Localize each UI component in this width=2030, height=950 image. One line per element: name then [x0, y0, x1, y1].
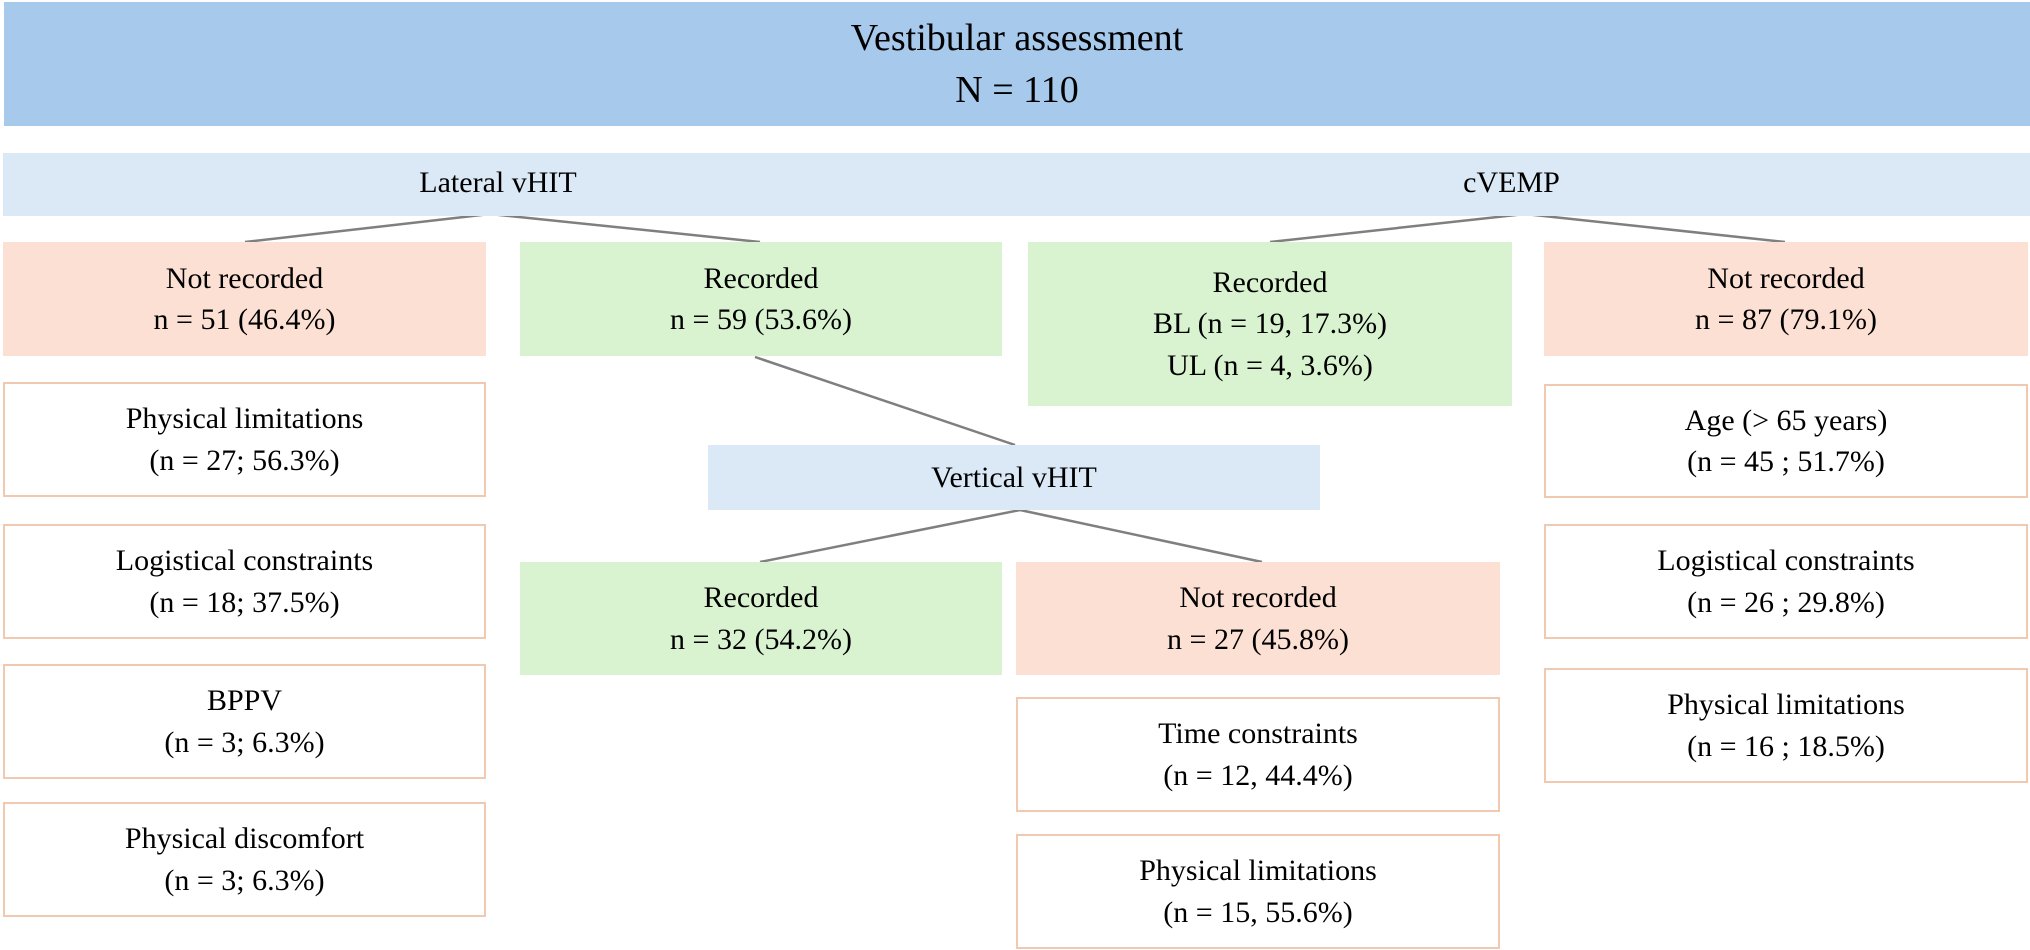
lateral-reason-box: BPPV (n = 3; 6.3%) [3, 664, 486, 779]
lateral-not-recorded-count: n = 51 (46.4%) [153, 303, 336, 336]
lateral-recorded-box: Recorded n = 59 (53.6%) [520, 242, 1002, 356]
reason-label: Physical discomfort [124, 822, 365, 856]
reason-label: Logistical constraints [1657, 544, 1915, 578]
connector-lateral-recorded [489, 212, 761, 244]
connector-lateral-to-vertical [754, 355, 1016, 447]
vertical-vhit-title: Vertical vHIT [931, 460, 1097, 494]
cvemp-recorded-box: Recorded BL (n = 19, 17.3%) UL (n = 4, 3… [1028, 242, 1512, 406]
reason-label: Physical limitations [1667, 688, 1905, 722]
header-box: Vestibular assessment N = 110 [4, 2, 2030, 126]
connector-vertical-recorded [759, 508, 1021, 564]
reason-count: (n = 27; 56.3%) [149, 443, 340, 477]
reason-count: (n = 18; 37.5%) [149, 585, 340, 619]
reason-label: Physical limitations [1139, 854, 1377, 888]
lateral-vhit-section: Lateral vHIT [3, 153, 993, 216]
reason-label: Physical limitations [125, 402, 364, 436]
cvemp-reason-box: Age (> 65 years) (n = 45 ; 51.7%) [1544, 384, 2028, 498]
vertical-not-recorded-count: n = 27 (45.8%) [1167, 622, 1349, 656]
cvemp-recorded-bl: BL (n = 19, 17.3%) [1152, 307, 1388, 341]
vertical-recorded-box: Recorded n = 32 (54.2%) [520, 562, 1002, 675]
reason-count: (n = 3; 6.3%) [164, 863, 325, 897]
vertical-vhit-section: Vertical vHIT [708, 445, 1320, 510]
connector-vertical-not-recorded [1019, 508, 1263, 564]
vertical-recorded-label: Recorded [703, 581, 819, 615]
vertical-reason-box: Time constraints (n = 12, 44.4%) [1016, 697, 1500, 812]
lateral-recorded-count: n = 59 (53.6%) [670, 303, 852, 336]
reason-label: Time constraints [1158, 717, 1358, 751]
cvemp-not-recorded-label: Not recorded [1707, 261, 1865, 295]
vertical-not-recorded-label: Not recorded [1179, 581, 1337, 615]
cvemp-recorded-label: Recorded [1212, 265, 1328, 299]
connector-cvemp-recorded [1269, 212, 1526, 244]
connector-lateral-not-recorded [244, 212, 491, 244]
reason-count: (n = 3; 6.3%) [164, 725, 325, 759]
cvemp-not-recorded-box: Not recorded n = 87 (79.1%) [1544, 242, 2028, 356]
cvemp-not-recorded-count: n = 87 (79.1%) [1695, 303, 1877, 336]
cvemp-recorded-ul: UL (n = 4, 3.6%) [1167, 348, 1373, 382]
header-title: Vestibular assessment [850, 16, 1184, 59]
lateral-not-recorded-box: Not recorded n = 51 (46.4%) [3, 242, 486, 356]
lateral-reason-box: Physical discomfort (n = 3; 6.3%) [3, 802, 486, 917]
cvemp-section: cVEMP [993, 153, 2030, 216]
reason-count: (n = 15, 55.6%) [1163, 895, 1353, 929]
reason-count: (n = 12, 44.4%) [1163, 758, 1353, 792]
lateral-not-recorded-label: Not recorded [165, 261, 324, 295]
reason-count: (n = 26 ; 29.8%) [1687, 585, 1885, 619]
connector-cvemp-not-recorded [1524, 212, 1786, 244]
lateral-vhit-title: Lateral vHIT [419, 165, 577, 199]
reason-count: (n = 16 ; 18.5%) [1687, 729, 1885, 763]
reason-label: Age (> 65 years) [1684, 403, 1888, 437]
reason-label: BPPV [206, 684, 283, 718]
cvemp-title: cVEMP [1463, 165, 1560, 199]
lateral-reason-box: Physical limitations (n = 27; 56.3%) [3, 382, 486, 497]
vertical-recorded-count: n = 32 (54.2%) [670, 622, 852, 656]
lateral-reason-box: Logistical constraints (n = 18; 37.5%) [3, 524, 486, 639]
cvemp-reason-box: Logistical constraints (n = 26 ; 29.8%) [1544, 524, 2028, 639]
vertical-reason-box: Physical limitations (n = 15, 55.6%) [1016, 834, 1500, 949]
vertical-not-recorded-box: Not recorded n = 27 (45.8%) [1016, 562, 1500, 675]
header-count: N = 110 [955, 69, 1079, 111]
reason-label: Logistical constraints [115, 544, 374, 578]
reason-count: (n = 45 ; 51.7%) [1687, 445, 1885, 478]
lateral-recorded-label: Recorded [703, 261, 819, 295]
cvemp-reason-box: Physical limitations (n = 16 ; 18.5%) [1544, 668, 2028, 783]
